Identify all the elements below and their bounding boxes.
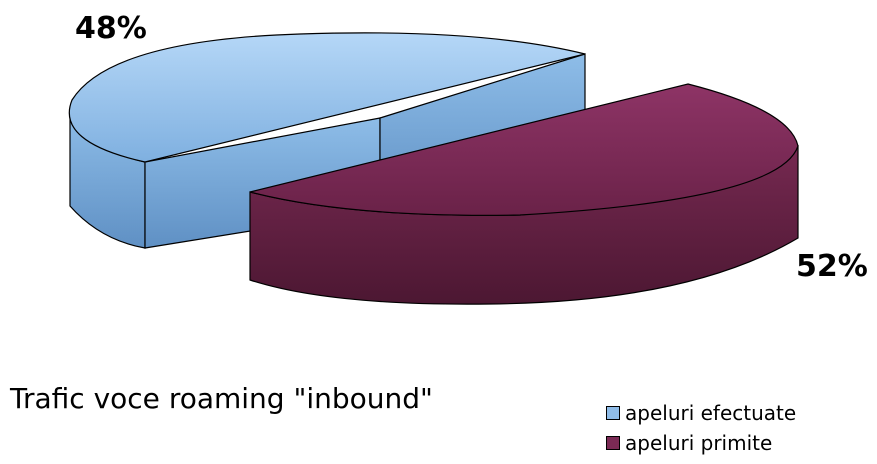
label-apeluri-primite-percent: 52% xyxy=(796,249,868,284)
legend-item-apeluri-primite: apeluri primite xyxy=(606,428,796,458)
legend-label-apeluri-primite: apeluri primite xyxy=(625,431,773,455)
slice-apeluri-primite xyxy=(249,83,799,305)
slice-apeluri-efectuate-top xyxy=(68,32,586,163)
legend-swatch-apeluri-primite xyxy=(606,436,620,450)
legend: apeluri efectuate apeluri primite xyxy=(606,398,796,458)
legend-label-apeluri-efectuate: apeluri efectuate xyxy=(625,401,797,425)
legend-item-apeluri-efectuate: apeluri efectuate xyxy=(606,398,796,428)
slice-apeluri-primite-top xyxy=(249,83,799,216)
chart-title: Trafic voce roaming "inbound" xyxy=(10,382,433,415)
legend-swatch-apeluri-efectuate xyxy=(606,406,620,420)
label-apeluri-efectuate-percent: 48% xyxy=(75,11,147,46)
